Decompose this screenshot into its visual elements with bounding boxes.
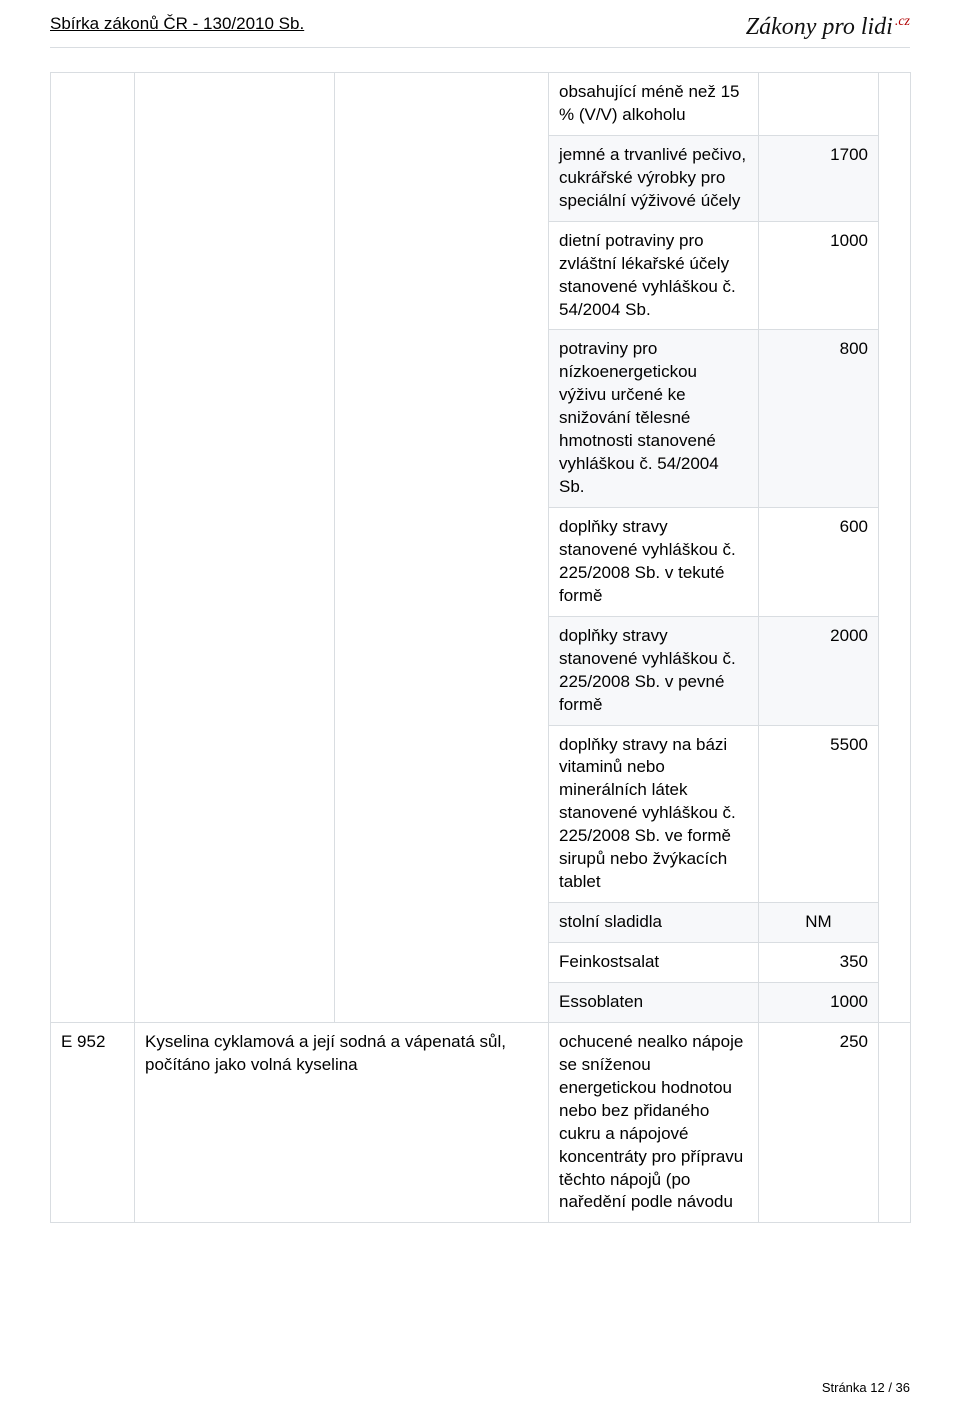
- cell-value: 600: [759, 508, 879, 617]
- cell-value: 5500: [759, 725, 879, 903]
- cell-empty-col3: [335, 73, 549, 1023]
- cell-desc: dietní potraviny pro zvláštní lékařské ú…: [549, 221, 759, 330]
- cell-desc: doplňky stravy stanovené vyhláškou č. 22…: [549, 508, 759, 617]
- cell-desc: doplňky stravy na bázi vitaminů nebo min…: [549, 725, 759, 903]
- page-header: Sbírka zákonů ČR - 130/2010 Sb. Zákony p…: [50, 14, 910, 41]
- cell-value: 250: [759, 1022, 879, 1223]
- cell-value: 1000: [759, 982, 879, 1022]
- cell-empty-col6: [879, 1022, 911, 1223]
- cell-value: 350: [759, 943, 879, 983]
- page-footer: Stránka 12 / 36: [822, 1380, 910, 1395]
- brand-main: Zákony pro lidi: [746, 14, 893, 40]
- cell-desc: Feinkostsalat: [549, 943, 759, 983]
- cell-desc: jemné a trvanlivé pečivo, cukrářské výro…: [549, 135, 759, 221]
- cell-empty-col2: [135, 73, 335, 1023]
- table-row: obsahující méně než 15 % (V/V) alkoholu: [51, 73, 911, 136]
- cell-code: E 952: [51, 1022, 135, 1223]
- header-divider: [50, 47, 910, 48]
- brand-logo: Zákony pro lidi.cz: [746, 14, 910, 41]
- cell-value: NM: [759, 903, 879, 943]
- cell-desc: Essoblaten: [549, 982, 759, 1022]
- data-table: obsahující méně než 15 % (V/V) alkoholu …: [50, 72, 911, 1223]
- table-row: E 952 Kyselina cyklamová a její sodná a …: [51, 1022, 911, 1223]
- cell-value: 1000: [759, 221, 879, 330]
- cell-value: [759, 73, 879, 136]
- cell-empty-col1: [51, 73, 135, 1023]
- cell-desc: obsahující méně než 15 % (V/V) alkoholu: [549, 73, 759, 136]
- cell-empty-col6: [879, 73, 911, 1023]
- cell-desc: doplňky stravy stanovené vyhláškou č. 22…: [549, 616, 759, 725]
- cell-value: 2000: [759, 616, 879, 725]
- brand-suffix: .cz: [895, 14, 910, 29]
- cell-value: 800: [759, 330, 879, 508]
- cell-desc: stolní sladidla: [549, 903, 759, 943]
- page: Sbírka zákonů ČR - 130/2010 Sb. Zákony p…: [0, 0, 960, 1409]
- doc-title: Sbírka zákonů ČR - 130/2010 Sb.: [50, 14, 304, 34]
- cell-substance: Kyselina cyklamová a její sodná a vápena…: [135, 1022, 549, 1223]
- cell-value: 1700: [759, 135, 879, 221]
- cell-desc: potraviny pro nízkoenergetickou výživu u…: [549, 330, 759, 508]
- cell-desc: ochucené nealko nápoje se sníženou energ…: [549, 1022, 759, 1223]
